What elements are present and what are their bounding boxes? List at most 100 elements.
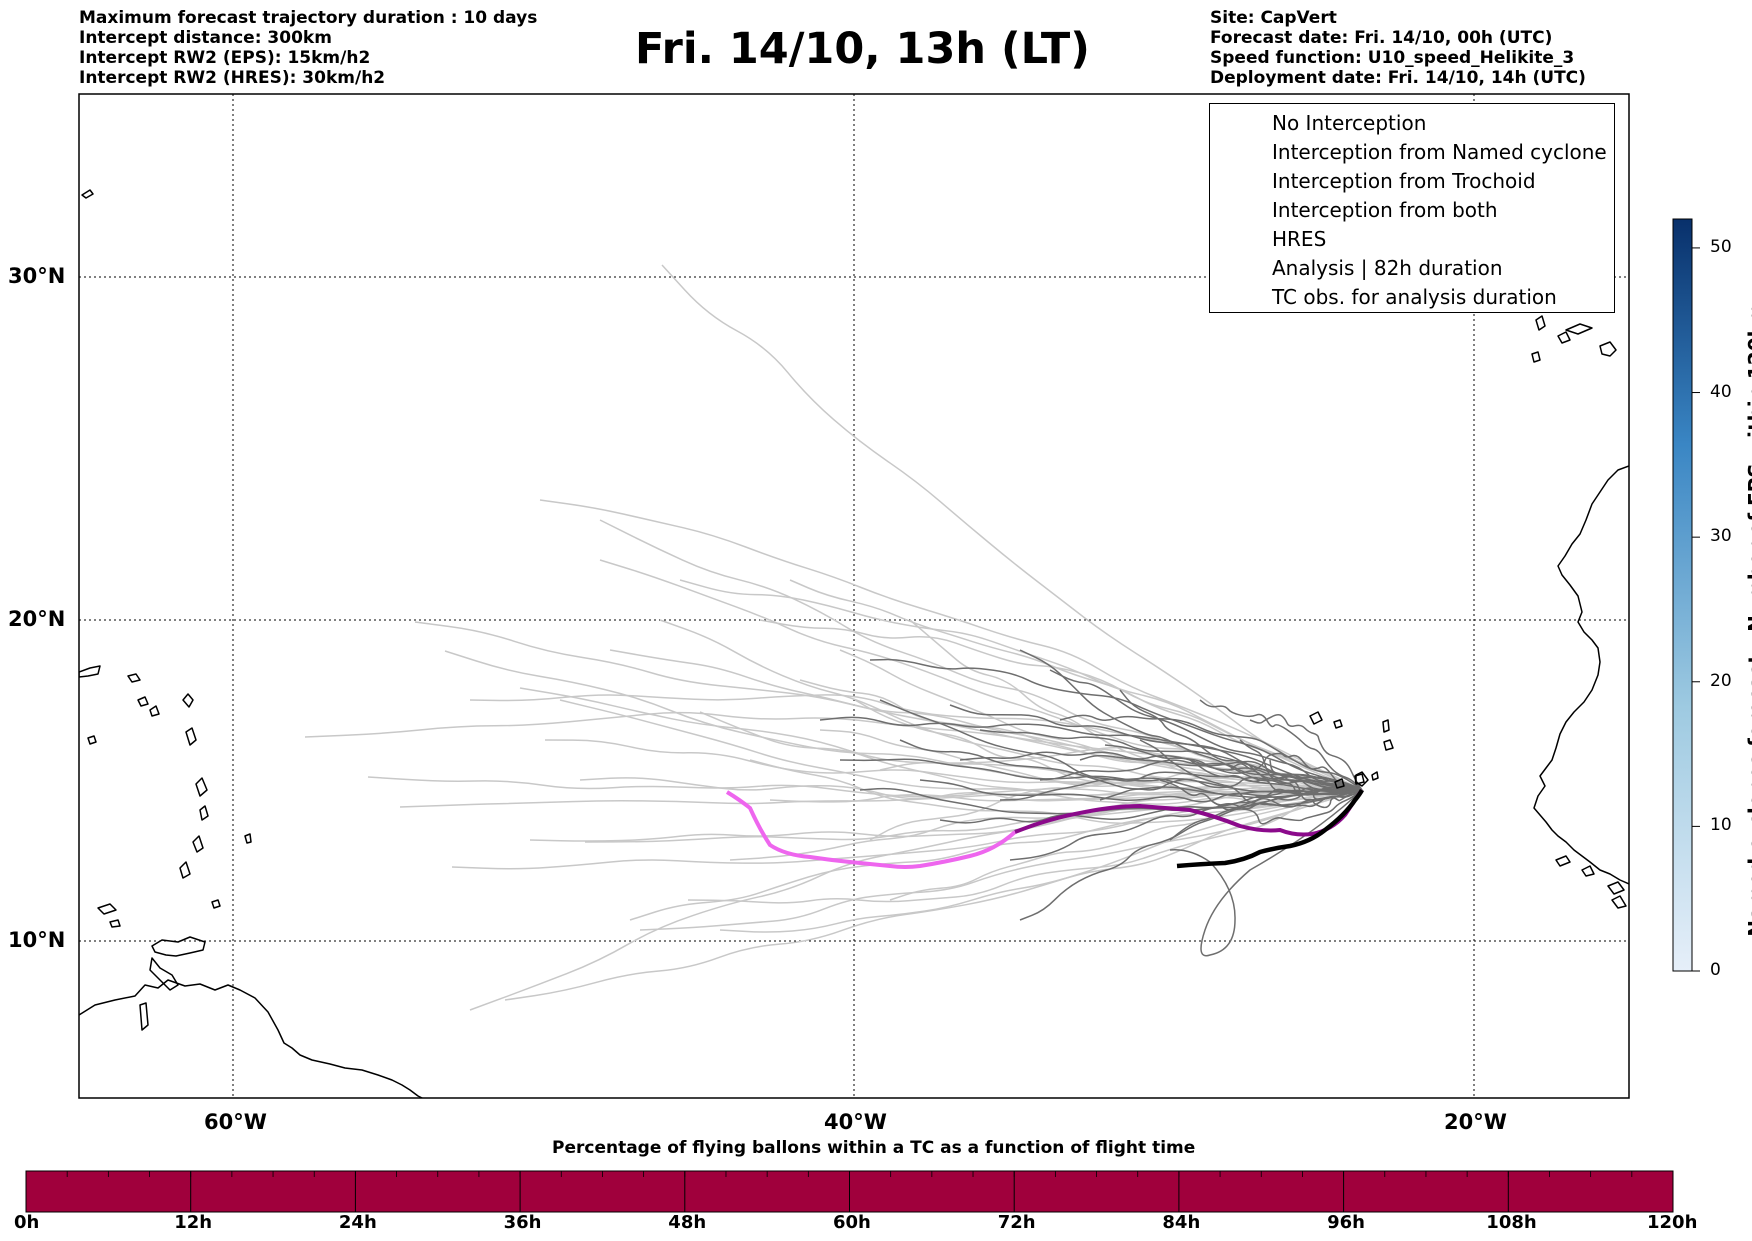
coast-cape-verde-3 [1382, 719, 1390, 733]
bottom-colorbar [25, 1170, 1674, 1213]
bottom-colorbar-tick-label: 24h [338, 1212, 377, 1233]
side-colorbar [1672, 218, 1700, 972]
lat-label-30n: 30°N [8, 264, 66, 288]
coast-antilles-1 [182, 693, 194, 708]
lon-label-40w: 40°W [824, 1110, 887, 1134]
lat-label-20n: 20°N [8, 607, 66, 631]
coast-venezuela-gulf [149, 957, 179, 991]
eps-trajectory-near [1139, 739, 1363, 808]
eps-trajectory-far [719, 789, 1363, 933]
coast-bermuda [81, 189, 94, 199]
side-colorbar-label: Named cyclones forecast - Number of EPS … [1744, 303, 1752, 937]
coast-south-america [79, 979, 424, 1098]
map-frame [78, 93, 1630, 1099]
info-deployment-date: Deployment date: Fri. 14/10, 14h (UTC) [1210, 68, 1586, 88]
coast-bijagos-3 [1607, 881, 1625, 895]
coast-cape-verde-2 [1333, 719, 1343, 729]
bottom-colorbar-tick-label: 108h [1486, 1212, 1537, 1233]
coast-canary-2 [1557, 331, 1571, 344]
side-colorbar-tick-label: 0 [1710, 960, 1721, 980]
eps-trajectory-far [599, 519, 1363, 791]
coast-antilles-7 [244, 833, 252, 844]
eps-trajectory-near [1009, 788, 1363, 861]
coast-cape-verde-1 [1309, 711, 1323, 725]
side-colorbar-ticks [1692, 247, 1700, 972]
legend-item-hres: HRES [1272, 227, 1327, 251]
info-speed-function: Speed function: U10_speed_Helikite_3 [1210, 48, 1575, 68]
coast-trinidad [151, 936, 206, 957]
legend-item-trochoid: Interception from Trochoid [1272, 169, 1536, 193]
lon-label-20w: 20°W [1444, 1110, 1507, 1134]
site-info-block: Site: CapVert Forecast date: Fri. 14/10,… [1210, 8, 1586, 88]
legend-item-named-cyclone: Interception from Named cyclone [1272, 140, 1607, 164]
eps-trajectories [304, 264, 1363, 1011]
eps-trajectory-near [1104, 744, 1363, 794]
coast-antilles-2 [185, 727, 197, 746]
legend-item-no-interception: No Interception [1272, 111, 1427, 135]
bottom-colorbar-tick-label: 120h [1647, 1212, 1698, 1233]
eps-trajectory-far [539, 499, 1363, 791]
coast-puerto-rico [79, 665, 101, 678]
eps-trajectory-far [819, 729, 1363, 795]
eps-trajectory-far [759, 619, 1363, 791]
eps-trajectory-near [1039, 759, 1363, 791]
coast-islet-a [97, 903, 117, 915]
info-site: Site: CapVert [1210, 8, 1337, 28]
info-intercept-hres: Intercept RW2 (HRES): 30km/h2 [79, 68, 386, 88]
eps-trajectory-near [949, 704, 1363, 791]
bottom-colorbar-tick-label: 0h [14, 1212, 40, 1233]
coastlines [79, 189, 1629, 1098]
coast-canary-1 [1535, 315, 1546, 331]
side-colorbar-tick-label: 50 [1710, 236, 1732, 257]
bottom-colorbar-tick-label: 84h [1162, 1212, 1201, 1233]
coast-antilles-6 [179, 861, 191, 879]
coast-islet-c [139, 1002, 149, 1031]
coast-canary-5 [1599, 341, 1617, 357]
legend-item-both: Interception from both [1272, 198, 1498, 222]
coast-canary-3 [1531, 351, 1541, 363]
coast-cape-verde-7 [1355, 771, 1369, 787]
coast-antilles-4 [199, 805, 209, 821]
info-intercept-distance: Intercept distance: 300km [79, 28, 332, 48]
page-title: Fri. 14/10, 13h (LT) [635, 24, 1090, 74]
coast-sierra [1611, 895, 1627, 909]
eps-trajectory-near [1249, 714, 1363, 791]
coast-cape-verde-5 [1334, 778, 1345, 789]
coast-antilles-3 [195, 777, 208, 797]
analysis-path [1176, 788, 1365, 869]
eps-trajectory-far [367, 776, 1363, 798]
side-colorbar-fill [1672, 218, 1693, 972]
bottom-colorbar-tick-label: 12h [174, 1212, 213, 1233]
bottom-colorbar-tick-label: 36h [503, 1212, 542, 1233]
eps-trajectory-far [609, 649, 1363, 791]
lat-label-10n: 10°N [8, 928, 66, 952]
info-intercept-eps: Intercept RW2 (EPS): 15km/h2 [79, 48, 371, 68]
eps-trajectory-far [599, 559, 1363, 791]
coast-virgin-islands [127, 673, 141, 683]
eps-trajectory-near [1059, 714, 1363, 791]
coast-bissagos [1555, 855, 1571, 867]
eps-trajectory-far [687, 789, 1363, 904]
eps-trajectory-near [979, 729, 1363, 791]
coast-bijagos-2 [1581, 865, 1595, 877]
side-colorbar-tick-label: 10 [1710, 815, 1732, 836]
side-colorbar-tick-label: 20 [1710, 670, 1732, 691]
hres-path-old [725, 790, 1017, 869]
bottom-colorbar-tick-label: 96h [1327, 1212, 1365, 1233]
eps-trajectory-far [661, 264, 1363, 791]
lon-label-60w: 60°W [204, 1110, 267, 1134]
coast-canary-4 [1565, 323, 1593, 335]
eps-trajectory-loop [1169, 789, 1363, 957]
bottom-colorbar-tick-label: 60h [833, 1212, 871, 1233]
coast-west-africa [1533, 465, 1629, 885]
coast-antilles-9 [87, 735, 97, 745]
eps-trajectory-near [1019, 787, 1363, 921]
eps-trajectory-near [869, 658, 1363, 791]
eps-trajectory-near [1269, 759, 1363, 809]
eps-trajectory-far [544, 739, 1363, 794]
coast-cape-verde-8 [1371, 771, 1379, 781]
eps-trajectory-near [919, 779, 1363, 803]
eps-trajectory-far [414, 621, 1363, 791]
eps-trajectory-far [639, 789, 1363, 931]
eps-trajectory-near [1199, 699, 1363, 791]
